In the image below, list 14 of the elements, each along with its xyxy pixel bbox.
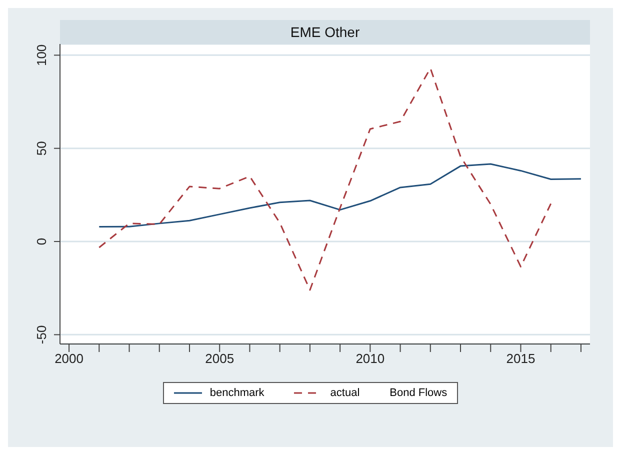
line-series <box>98 67 552 291</box>
x-tick-label: 2015 <box>506 351 536 366</box>
line-series <box>98 163 582 228</box>
x-tick-label: 2010 <box>356 351 385 366</box>
y-tick-label: -50 <box>34 325 49 344</box>
y-tick-label: 0 <box>34 238 49 246</box>
x-tick-label: 2005 <box>205 351 234 366</box>
legend-label: benchmark <box>210 387 264 399</box>
y-tick-label: 50 <box>34 141 49 156</box>
x-tick-label: 2000 <box>54 351 84 366</box>
legend-title: Bond Flows <box>390 387 448 399</box>
y-tick-label: 100 <box>34 44 49 66</box>
chart-title: EME Other <box>60 20 590 44</box>
legend-label: actual <box>330 387 360 399</box>
